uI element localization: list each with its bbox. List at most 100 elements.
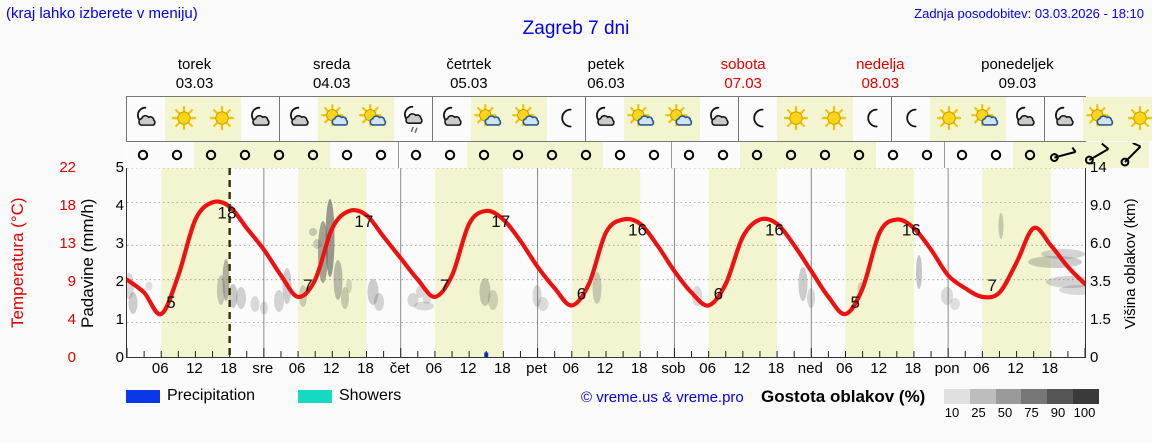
wind-calm-icon — [945, 142, 979, 168]
cloud-tick-0: 14 — [1090, 159, 1107, 176]
x-label-8: 06 — [425, 360, 443, 377]
temperature-axis-ticks: 22 18 13 9 4 0 — [34, 159, 76, 370]
cloud-density-colorbar — [944, 389, 1099, 404]
temperature-label-1: 18 — [218, 203, 237, 222]
temperature-label-3: 17 — [354, 212, 373, 231]
wind-day-2 — [672, 142, 945, 168]
cloud-density-swatch-2 — [995, 389, 1022, 404]
sun-cloud-icon — [318, 97, 356, 141]
moon-icon — [853, 97, 891, 141]
prec-tick-0: 5 — [115, 159, 124, 176]
day-header-5: nedelja 08.03 — [812, 55, 949, 95]
wind-calm-icon — [876, 142, 910, 168]
temperature-label-6: 6 — [577, 284, 586, 303]
x-label-18: 18 — [767, 360, 785, 377]
prec-tick-2: 3 — [115, 235, 124, 252]
day-date: 07.03 — [724, 75, 762, 92]
wind-barb-icon — [1115, 142, 1149, 168]
wind-calm-icon — [842, 142, 876, 168]
cloud-density-swatch-1 — [969, 389, 996, 404]
prec-tick-1: 4 — [115, 197, 124, 214]
page-title: Zagreb 7 dni — [522, 18, 630, 39]
wind-calm-icon — [296, 142, 330, 168]
wind-calm-icon — [706, 142, 740, 168]
sun-icon — [930, 97, 968, 141]
temperature-label-9: 16 — [765, 221, 784, 240]
temp-tick-3: 9 — [67, 273, 76, 290]
wind-calm-icon — [672, 142, 706, 168]
temp-tick-1: 18 — [59, 197, 76, 214]
wind-calm-icon — [262, 142, 296, 168]
temperature-label-8: 6 — [714, 284, 723, 303]
cloud-height-axis-title: Višina oblakov (km) — [1122, 198, 1139, 330]
temperature-label-0: 5 — [166, 293, 175, 312]
x-label-21: 12 — [870, 360, 888, 377]
prec-tick-5: 0 — [115, 349, 124, 366]
forecast-plot: 5 18 7 17 7 17 6 16 6 16 5 16 7 — [126, 168, 1086, 358]
sun-cloud-icon — [624, 97, 662, 141]
prec-tick-4: 1 — [115, 311, 124, 328]
moon-cloud-icon — [241, 97, 279, 141]
wind-calm-icon — [774, 142, 808, 168]
x-label-7: čet — [389, 360, 410, 377]
day-header-2: četrtek 05.03 — [400, 55, 537, 95]
day-date: 06.03 — [587, 75, 625, 92]
x-label-12: 06 — [562, 360, 580, 377]
weather-icon-day-4 — [739, 97, 892, 141]
wind-calm-icon — [467, 142, 501, 168]
cloud-tick-3: 3.5 — [1090, 273, 1111, 290]
weather-icon-day-0 — [127, 97, 280, 141]
precipitation-legend-label: Precipitation — [167, 387, 256, 404]
moon-icon — [892, 97, 930, 141]
x-axis-labels: 06 12 18 sre 06 12 18 čet 06 12 18 pet 06 12 18 sob 06 12… — [126, 360, 1086, 382]
day-name: sreda — [312, 56, 351, 73]
wind-barb-icon — [1081, 142, 1115, 168]
cloud-density-tick-labels: 10 25 50 75 90 100 — [936, 405, 1108, 421]
cloud-density-tick-1: 25 — [971, 405, 986, 420]
moon-cloud-icon — [127, 97, 165, 141]
last-updated: Zadnja posodobitev: 03.03.2026 - 18:10 — [914, 6, 1144, 21]
wind-calm-icon — [160, 142, 194, 168]
temperature-label-10: 5 — [851, 293, 860, 312]
x-label-0: 06 — [151, 360, 169, 377]
wind-barb-icon — [1047, 142, 1081, 168]
day-name: ponedeljek — [981, 56, 1054, 73]
moon-cloud-icon — [1006, 97, 1044, 141]
wind-day-3 — [945, 142, 1152, 168]
temperature-label-5: 17 — [491, 212, 510, 231]
cloud-density-legend-title: Gostota oblakov (%) — [761, 387, 926, 406]
cloud-density-swatch-3 — [1021, 389, 1048, 404]
copyright-link[interactable]: © vreme.us & vreme.pro — [581, 389, 744, 406]
temp-tick-0: 22 — [59, 159, 76, 176]
moon-cloud-icon — [700, 97, 738, 141]
temp-tick-5: 0 — [67, 349, 76, 366]
weather-icon-row — [126, 96, 1152, 142]
day-header-row: torek 03.03 sreda 04.03 četrtek 05.03 petek 06.… — [126, 55, 1086, 95]
cloud-tick-2: 6.0 — [1090, 235, 1111, 252]
wind-calm-icon — [1013, 142, 1047, 168]
moon-cloud-icon — [586, 97, 624, 141]
cloud-density-tick-0: 10 — [944, 405, 960, 420]
x-label-24: 06 — [973, 360, 990, 377]
sun-cloud-icon — [1083, 97, 1121, 141]
day-header-4: sobota 07.03 — [675, 55, 812, 95]
x-label-20: 06 — [836, 360, 853, 377]
x-label-19: ned — [797, 360, 823, 377]
wind-calm-icon — [740, 142, 774, 168]
moon-cloud-rain-icon — [394, 97, 432, 141]
temperature-label-2: 7 — [303, 276, 312, 295]
x-label-25: 12 — [1007, 360, 1024, 377]
sun-icon — [815, 97, 853, 141]
location-hint: (kraj lahko izberete v meniju) — [6, 5, 198, 22]
day-date: 04.03 — [312, 75, 351, 92]
moon-icon — [739, 97, 777, 141]
cloud-density-tick-4: 90 — [1050, 405, 1066, 420]
day-name: četrtek — [446, 56, 492, 73]
cloud-tick-1: 9.0 — [1090, 197, 1111, 214]
cloud-density-tick-2: 50 — [997, 405, 1013, 420]
temperature-label-12: 7 — [987, 276, 996, 295]
sun-icon — [165, 97, 203, 141]
sun-cloud-icon — [662, 97, 700, 141]
wind-calm-icon — [126, 142, 160, 168]
wind-calm-icon — [808, 142, 842, 168]
